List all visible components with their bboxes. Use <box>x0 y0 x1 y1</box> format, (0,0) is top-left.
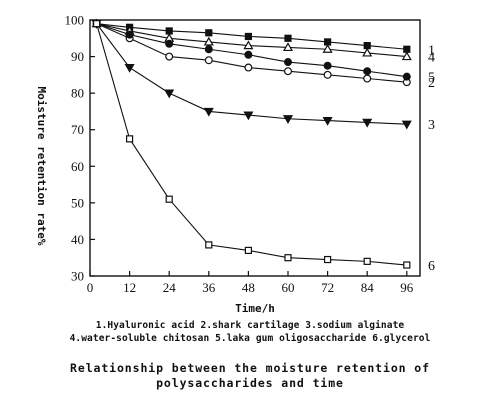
y-tick-label: 100 <box>65 13 85 28</box>
y-tick-label: 90 <box>71 49 84 64</box>
data-point <box>244 50 253 59</box>
x-tick-label: 12 <box>123 280 136 295</box>
data-point <box>363 257 371 265</box>
data-point <box>244 32 252 41</box>
chart-caption-line-1: Relationship between the moisture retent… <box>70 361 430 375</box>
data-point <box>402 72 411 81</box>
series-tag-2: 2 <box>428 76 435 91</box>
data-point <box>284 254 292 262</box>
data-point <box>284 67 293 76</box>
data-point <box>204 45 213 54</box>
data-point <box>403 261 411 269</box>
x-tick-label: 60 <box>282 280 295 295</box>
legend-line-1: 1.Hyaluronic acid 2.shark cartilage 3.so… <box>95 320 405 331</box>
data-point <box>124 63 135 73</box>
data-point <box>324 38 332 46</box>
data-point <box>125 30 134 39</box>
data-point <box>243 111 254 121</box>
series-layer <box>91 18 412 269</box>
series-tag-5: 5 <box>428 71 435 86</box>
data-point <box>282 115 294 124</box>
data-point <box>323 61 332 70</box>
data-point <box>284 34 292 42</box>
x-tick-label: 48 <box>242 280 255 295</box>
plot-area <box>89 19 421 277</box>
data-point <box>165 39 174 48</box>
data-point <box>165 52 174 61</box>
series-5 <box>92 19 411 81</box>
x-axis-title: Time/h <box>235 302 275 315</box>
y-tick-label: 30 <box>71 269 84 284</box>
data-point <box>324 255 332 264</box>
y-tick-label: 50 <box>71 195 84 210</box>
data-point <box>203 107 214 117</box>
legend-line-2: 4.water-soluble chitosan 5.laka gum olig… <box>69 333 431 344</box>
y-axis-title: Moisture retention rate% <box>35 87 48 246</box>
data-point <box>92 20 101 28</box>
data-point <box>244 63 253 72</box>
data-point <box>205 241 213 249</box>
series-line-6 <box>96 23 407 266</box>
x-tick-label: 0 <box>87 280 94 295</box>
y-tick-label: 60 <box>71 159 84 174</box>
data-point <box>401 51 412 61</box>
data-point <box>204 56 213 65</box>
x-tick-label: 36 <box>202 280 216 295</box>
series-6 <box>92 20 411 269</box>
data-point <box>282 42 294 52</box>
data-point <box>165 195 173 203</box>
data-point <box>362 118 373 128</box>
series-tag-4: 4 <box>428 51 435 66</box>
data-point <box>203 36 214 46</box>
data-point <box>323 70 332 79</box>
x-tick-label: 96 <box>400 280 414 295</box>
chart-caption-line-2: polysaccharides and time <box>156 376 344 390</box>
y-tick-label: 40 <box>71 232 84 247</box>
series-tag-6: 6 <box>428 259 435 274</box>
data-point <box>243 40 254 50</box>
data-point <box>363 41 371 50</box>
data-point <box>403 45 411 53</box>
series-tag-1: 1 <box>428 43 435 58</box>
data-point <box>164 89 175 99</box>
series-tags: 1 2 3 4 5 6 <box>428 43 435 274</box>
data-point <box>244 246 252 254</box>
x-tick-label: 84 <box>361 280 375 295</box>
y-tick-label: 80 <box>71 86 84 101</box>
series-1 <box>92 20 411 53</box>
data-point <box>362 47 373 57</box>
data-point <box>284 58 293 67</box>
data-point <box>125 135 134 143</box>
data-point <box>322 116 333 126</box>
y-tick-label: 70 <box>71 122 84 137</box>
x-axis: 0 12 24 36 48 60 72 84 96 <box>87 271 414 295</box>
series-tag-3: 3 <box>428 118 435 133</box>
data-point <box>363 67 372 76</box>
data-point <box>165 27 173 35</box>
y-axis: 30 40 50 60 70 80 90 100 <box>65 13 95 284</box>
plot-frame <box>89 19 421 277</box>
data-point <box>205 29 213 37</box>
data-point <box>322 44 333 53</box>
data-point <box>401 120 412 130</box>
x-tick-label: 24 <box>163 280 177 295</box>
data-point <box>363 74 372 83</box>
x-tick-label: 72 <box>321 280 334 295</box>
